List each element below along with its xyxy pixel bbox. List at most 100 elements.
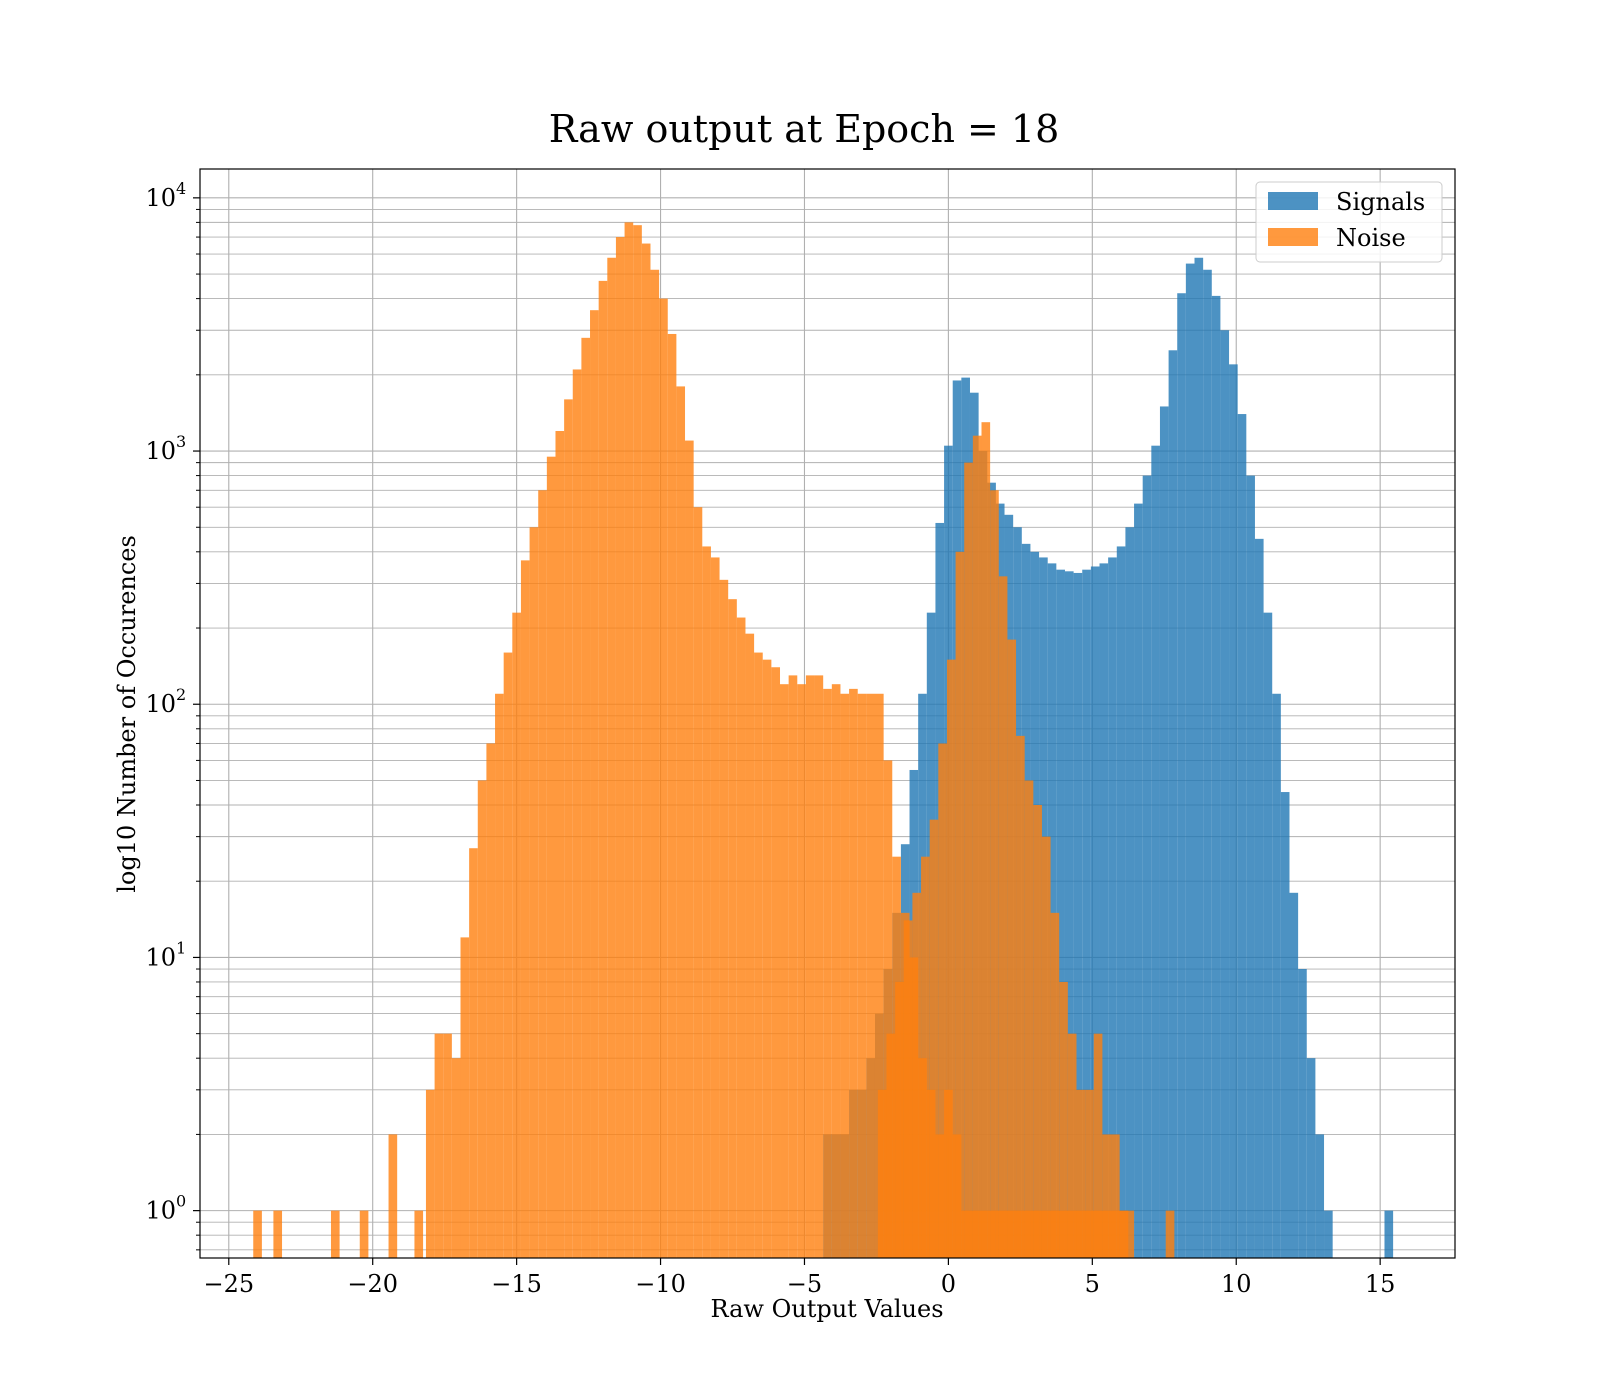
histogram-bar (546, 456, 556, 1259)
histogram-bar (877, 1089, 887, 1258)
histogram-bar (946, 659, 956, 1258)
histogram-bar (598, 280, 608, 1258)
histogram-bar (1142, 475, 1152, 1258)
histogram-bar (434, 1033, 444, 1258)
histogram-bar (425, 1089, 435, 1258)
x-tick-label: −20 (347, 1270, 398, 1298)
histogram-bar (359, 1210, 369, 1258)
x-tick-label: 15 (1365, 1270, 1396, 1298)
histogram-bar (1315, 1134, 1325, 1258)
legend: Signals Noise (1255, 181, 1443, 263)
histogram-bar (641, 243, 651, 1258)
y-tick-exponent: 2 (176, 685, 186, 704)
y-tick-label: 10 (145, 437, 176, 465)
histogram-bar (886, 1033, 896, 1258)
histogram-bar (1298, 969, 1307, 1258)
y-tick-label: 10 (145, 1197, 176, 1225)
histogram-bar (469, 848, 478, 1258)
histogram-bar (1033, 804, 1042, 1258)
y-tick-exponent: 3 (176, 432, 186, 451)
histogram-bar (788, 675, 798, 1258)
histogram-bar (1185, 263, 1195, 1258)
histogram-bar (1059, 981, 1068, 1258)
histogram-bar (972, 435, 982, 1259)
histogram-bar (414, 1210, 424, 1258)
histogram-bar (990, 490, 999, 1258)
histogram-bar (1246, 475, 1255, 1258)
histogram-bar (1220, 330, 1230, 1259)
histogram-bar (1116, 546, 1126, 1258)
histogram-bar (1099, 563, 1109, 1258)
y-tick-exponent: 4 (176, 179, 186, 198)
histogram-bars (253, 222, 1394, 1259)
histogram-bar (564, 399, 573, 1258)
x-tick-label: 10 (1221, 1270, 1252, 1298)
histogram-bar (938, 743, 947, 1258)
histogram-bar (702, 546, 711, 1258)
histogram-bar (823, 688, 832, 1258)
histogram-bar (1064, 571, 1074, 1258)
histogram-bar (1272, 693, 1281, 1258)
histogram-bar (1119, 1210, 1129, 1258)
histogram-bar (1050, 912, 1060, 1258)
histogram-bar (745, 633, 755, 1258)
histogram-bar (659, 298, 668, 1258)
histogram-bar (495, 693, 504, 1258)
histogram-bar (1085, 1089, 1094, 1258)
histogram-bar (1229, 364, 1238, 1258)
histogram-bar (503, 652, 513, 1258)
histogram-bar (633, 225, 642, 1259)
histogram-bar (1067, 1033, 1077, 1258)
y-tick-label: 10 (145, 184, 176, 212)
histogram-bar (1151, 445, 1160, 1258)
histogram-bar (1016, 735, 1025, 1258)
histogram-bar (736, 617, 746, 1258)
histogram-bar (624, 222, 634, 1258)
y-tick-label: 10 (145, 690, 176, 718)
histogram-bar (1280, 792, 1290, 1258)
histogram-bar (998, 576, 1008, 1258)
histogram-bar (1324, 1210, 1333, 1258)
histogram-bar (780, 684, 789, 1258)
histogram-bar (866, 693, 875, 1258)
histogram-bar (1024, 780, 1034, 1258)
x-tick-label: −15 (491, 1270, 542, 1298)
legend-swatch-noise (1268, 228, 1318, 246)
histogram-bar (685, 440, 694, 1258)
histogram-bar (538, 490, 547, 1258)
histogram-bar (520, 560, 530, 1258)
histogram-bar (1125, 527, 1135, 1258)
histogram-bar (676, 386, 686, 1258)
histogram-bar (555, 430, 565, 1258)
histogram-bar (607, 257, 616, 1258)
histogram-bar (771, 667, 781, 1258)
histogram-bar (253, 1210, 262, 1258)
histogram-bar (1177, 293, 1186, 1259)
histogram-bar (590, 310, 599, 1258)
histogram-bar (1041, 836, 1051, 1258)
histogram-bar (1076, 1089, 1086, 1258)
histogram-bar (912, 892, 922, 1258)
histogram-bar (895, 981, 904, 1258)
x-tick-label: −10 (635, 1270, 686, 1298)
histogram-bar (1007, 639, 1017, 1258)
histogram-bar (1194, 257, 1204, 1258)
histogram-bar (1134, 503, 1143, 1259)
histogram-bar (460, 937, 470, 1258)
histogram-bar (1203, 269, 1212, 1259)
histogram-bar (1090, 566, 1100, 1258)
histogram-bar (762, 659, 772, 1258)
histogram-bar (1263, 612, 1273, 1258)
histogram-bar (1168, 350, 1178, 1258)
histogram-bar (693, 507, 703, 1259)
histogram-bar (451, 1058, 461, 1258)
histogram-bar (486, 743, 496, 1258)
y-tick-exponent: 0 (176, 1192, 186, 1211)
x-axis-ticks: −25 −20 −15 −10 −5 0 5 10 15 (203, 1258, 1395, 1298)
histogram-bar (754, 652, 763, 1258)
histogram-bar (921, 856, 930, 1258)
histogram-bar (719, 579, 729, 1258)
histogram-bar (581, 337, 591, 1259)
histogram-bar (1159, 406, 1169, 1259)
